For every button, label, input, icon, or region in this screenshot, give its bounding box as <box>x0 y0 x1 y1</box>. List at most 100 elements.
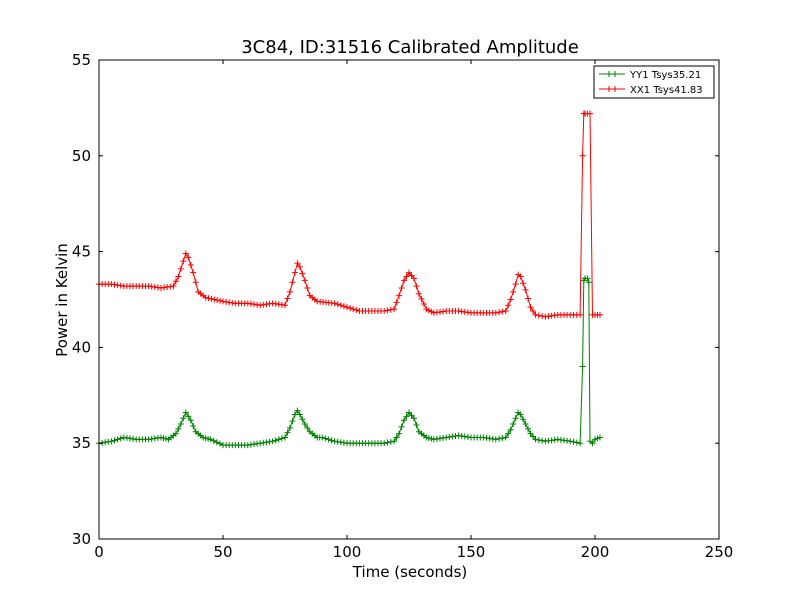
data-point-marker <box>520 280 527 287</box>
data-point-marker <box>410 275 417 282</box>
data-point-marker <box>527 304 534 311</box>
data-point-marker <box>492 436 499 443</box>
data-point-marker <box>272 437 279 444</box>
data-point-marker <box>278 435 285 442</box>
data-point-marker <box>522 421 529 428</box>
data-point-marker <box>596 311 603 318</box>
data-point-marker <box>284 429 291 436</box>
data-point-marker <box>180 258 187 265</box>
data-point-marker <box>177 265 184 272</box>
data-point-marker <box>325 436 332 443</box>
chart-title: 3C84, ID:31516 Calibrated Amplitude <box>241 37 579 58</box>
data-point-marker <box>114 436 121 443</box>
data-point-marker <box>585 279 592 286</box>
data-point-marker <box>413 421 420 428</box>
data-point-marker <box>496 309 503 316</box>
data-point-marker <box>579 152 586 159</box>
data-point-marker <box>570 438 577 445</box>
data-point-marker <box>216 440 223 447</box>
data-point-marker <box>499 308 506 315</box>
data-point-marker <box>214 297 221 304</box>
data-point-marker <box>415 290 422 297</box>
series-0 <box>96 275 603 449</box>
data-point-marker <box>496 435 503 442</box>
data-point-marker <box>207 436 214 443</box>
y-axis-label: Power in Kelvin <box>53 243 71 357</box>
data-point-marker <box>520 416 527 423</box>
legend: YY1 Tsys35.21 XX1 Tsys41.83 <box>593 65 715 99</box>
data-point-marker <box>289 418 296 425</box>
data-point-marker <box>170 283 177 290</box>
data-point-marker <box>381 307 388 314</box>
data-point-marker <box>192 279 199 286</box>
data-point-marker <box>517 411 524 418</box>
data-point-marker <box>299 270 306 277</box>
legend-label-xx1: XX1 Tsys41.83 <box>630 85 703 96</box>
data-point-marker <box>299 416 306 423</box>
data-point-marker <box>525 425 532 432</box>
axes-frame <box>98 59 720 540</box>
y-tick-label: 30 <box>72 530 91 548</box>
data-point-marker <box>275 436 282 443</box>
data-point-marker <box>573 439 580 446</box>
data-point-marker <box>387 438 394 445</box>
data-point-marker <box>304 424 311 431</box>
data-point-marker <box>522 286 529 293</box>
data-point-marker <box>396 430 403 437</box>
data-point-marker <box>177 421 184 428</box>
data-point-marker <box>587 110 594 117</box>
data-point-marker <box>172 278 179 285</box>
data-point-marker <box>347 305 354 312</box>
data-point-marker <box>340 303 347 310</box>
data-point-marker <box>512 281 519 288</box>
data-point-marker <box>512 415 519 422</box>
data-point-marker <box>304 285 311 292</box>
data-point-marker <box>396 292 403 299</box>
data-point-marker <box>507 426 514 433</box>
data-point-marker <box>418 295 425 302</box>
data-point-marker <box>322 435 329 442</box>
y-tick-label: 55 <box>72 51 91 69</box>
data-point-marker <box>117 435 124 442</box>
data-point-marker <box>539 313 546 320</box>
data-point-marker <box>505 430 512 437</box>
data-point-marker <box>337 302 344 309</box>
data-point-marker <box>401 417 408 424</box>
data-point-marker <box>301 277 308 284</box>
data-point-marker <box>517 273 524 280</box>
data-point-marker <box>403 413 410 420</box>
data-point-marker <box>331 300 338 307</box>
x-tick-label: 150 <box>457 543 486 561</box>
data-point-marker <box>502 434 509 441</box>
x-tick-label: 0 <box>94 543 104 561</box>
data-point-marker <box>282 302 288 309</box>
data-point-marker <box>319 434 326 441</box>
data-point-marker <box>282 434 288 441</box>
data-point-marker <box>393 434 400 441</box>
legend-label-yy1: YY1 Tsys35.21 <box>629 70 701 81</box>
data-point-marker <box>217 297 224 304</box>
data-point-marker <box>499 435 506 442</box>
data-point-marker <box>413 283 420 290</box>
data-point-marker <box>584 275 591 282</box>
data-point-marker <box>589 440 596 447</box>
data-point-marker <box>328 437 335 444</box>
data-point-marker <box>381 440 388 447</box>
data-point-marker <box>202 294 209 301</box>
tick-layer: 0 50 100 150 200 250 30 35 40 45 50 55 <box>72 51 733 561</box>
data-point-marker <box>384 439 391 446</box>
data-point-marker <box>492 309 499 316</box>
data-point-marker <box>291 269 298 276</box>
series-1 <box>96 110 603 320</box>
data-point-marker <box>403 273 410 280</box>
data-point-marker <box>182 250 189 257</box>
legend-marker-yy1 <box>606 71 618 77</box>
data-point-marker <box>398 285 405 292</box>
data-point-marker <box>532 436 539 443</box>
x-tick-label: 50 <box>213 543 232 561</box>
data-point-marker <box>111 437 118 444</box>
data-point-marker <box>353 307 360 314</box>
data-point-marker <box>577 311 584 318</box>
